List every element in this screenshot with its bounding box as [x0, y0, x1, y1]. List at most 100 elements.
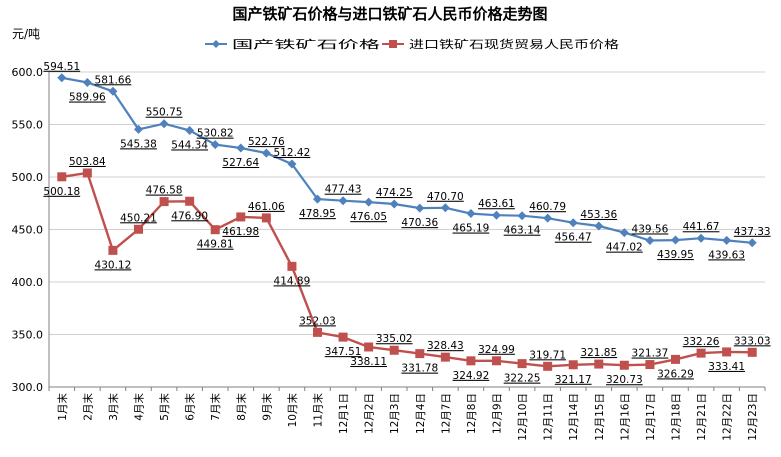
x-category-label: 12月15日 — [594, 393, 606, 441]
series-0-point — [159, 119, 169, 129]
series-0-data-label: 447.02 — [606, 242, 643, 254]
x-category-label: 12月7日 — [440, 393, 452, 434]
series-0-data-label: 544.34 — [171, 139, 208, 151]
series-0-point — [440, 203, 450, 213]
y-tick-label: 350.0 — [12, 329, 44, 342]
series-1-data-label: 338.11 — [350, 356, 387, 368]
series-0-data-label: 527.64 — [222, 157, 259, 169]
x-category-label: 10月末 — [286, 393, 299, 428]
series-0-point — [108, 86, 118, 96]
legend-label-1: 进口铁矿石现货贸易人民币价格 — [409, 37, 619, 51]
series-1-data-label: 326.29 — [657, 368, 694, 380]
series-line-0 — [61, 76, 753, 244]
series-1-point — [568, 360, 578, 370]
series-1-data-label: 461.06 — [248, 201, 285, 213]
x-category-label: 5月末 — [158, 393, 171, 421]
series-1-point — [159, 197, 169, 207]
series-1-point — [594, 359, 604, 369]
series-0-point — [82, 78, 92, 88]
series-1-data-label: 321.37 — [632, 348, 669, 360]
series-0-point — [517, 211, 527, 221]
series-0-data-label: 465.19 — [453, 223, 490, 235]
series-1-point — [185, 196, 195, 206]
axes — [48, 72, 766, 391]
legend-label-0: 国产铁矿石价格 — [232, 37, 380, 51]
series-1-data-label: 503.84 — [69, 156, 106, 168]
series-1-data-label: 430.12 — [95, 259, 132, 271]
x-category-label: 7月末 — [209, 393, 222, 421]
series-1-data-label: 333.41 — [708, 361, 745, 373]
series-0-data-label: 589.96 — [69, 92, 106, 104]
series-1-point — [236, 212, 246, 222]
x-category-label: 12月18日 — [671, 393, 683, 441]
series-0-data-label: 437.33 — [734, 226, 771, 238]
series-0-data-label: 439.95 — [657, 249, 694, 261]
series-0-point — [568, 218, 578, 228]
series-1-point — [671, 354, 680, 364]
x-category-label: 6月末 — [184, 393, 197, 421]
series-0-point — [338, 196, 348, 206]
series-1-point — [287, 261, 297, 271]
x-category-label: 12月10日 — [517, 393, 529, 441]
y-tick-label: 450.0 — [12, 224, 44, 237]
series-0-data-label: 441.67 — [683, 221, 720, 233]
series-0-data-label: 530.82 — [197, 128, 234, 140]
series-0-point — [364, 197, 374, 207]
series-0-point — [645, 235, 655, 245]
series-1-point — [645, 360, 655, 370]
series-1-data-label: 322.25 — [504, 373, 541, 385]
series-1-point — [466, 356, 476, 366]
series-0-point — [722, 235, 732, 245]
x-category-label: 4月末 — [133, 393, 146, 421]
series-1-data-label: 352.03 — [299, 315, 336, 327]
series-0-data-label: 545.38 — [120, 138, 157, 150]
x-category-label: 12月22日 — [722, 393, 734, 441]
series-0-data-label: 474.25 — [376, 187, 413, 199]
chart-title: 国产铁矿石价格与进口铁矿石人民币价格走势图 — [232, 5, 547, 23]
series-1-point — [415, 349, 425, 359]
x-category-label: 12月23日 — [747, 393, 759, 441]
series-0-data-label: 470.70 — [427, 191, 464, 203]
series-0-data-label: 550.75 — [146, 107, 183, 119]
series-1-data-label: 335.02 — [376, 333, 413, 345]
x-category-label: 12月2日 — [364, 393, 376, 434]
series-1-point — [389, 345, 399, 355]
series-1-data-label: 500.18 — [43, 186, 80, 198]
x-category-label: 9月末 — [260, 393, 273, 421]
series-1-data-label: 461.98 — [222, 226, 259, 238]
series-line-1 — [61, 171, 753, 368]
series-1-data-label: 476.58 — [146, 185, 183, 197]
series-0-point — [415, 203, 425, 213]
series-0-data-label: 581.66 — [95, 74, 132, 86]
series-1-point — [313, 327, 322, 337]
x-category-label: 2月末 — [81, 393, 94, 421]
series-1-data-label: 321.85 — [580, 347, 617, 359]
legend: 国产铁矿石价格 进口铁矿石现货贸易人民币价格 — [205, 37, 619, 51]
series-1-point — [440, 352, 450, 362]
plot-area: 594.51 589.96 581.66 545.38 550.75 544.34530.… — [43, 61, 770, 386]
series-1-data-label: 324.92 — [453, 370, 490, 382]
series-0-point — [287, 159, 297, 169]
series-1-point — [134, 224, 143, 234]
series-1-point — [517, 359, 527, 369]
series-0-point — [261, 148, 271, 158]
series-1-point — [261, 213, 271, 223]
y-tick-label: 300.0 — [12, 381, 44, 394]
series-0-point — [696, 233, 706, 243]
series-0-point — [313, 194, 322, 204]
series-1-point — [696, 348, 706, 358]
legend-marker-1 — [389, 40, 397, 48]
series-0-point — [619, 228, 629, 238]
series-1-point — [338, 332, 348, 342]
series-0-data-label: 460.79 — [529, 201, 566, 213]
x-category-label: 12月17日 — [645, 393, 657, 441]
x-category-label: 11月末 — [312, 393, 325, 428]
series-0-point — [134, 124, 143, 134]
series-0-data-label: 463.14 — [504, 225, 541, 237]
series-0-data-label: 439.56 — [632, 223, 669, 235]
series-1-point — [210, 225, 220, 235]
series-0-point — [236, 143, 246, 153]
x-category-label: 12月3日 — [389, 393, 401, 434]
series-0-point — [671, 235, 680, 245]
series-1-point — [619, 360, 629, 370]
